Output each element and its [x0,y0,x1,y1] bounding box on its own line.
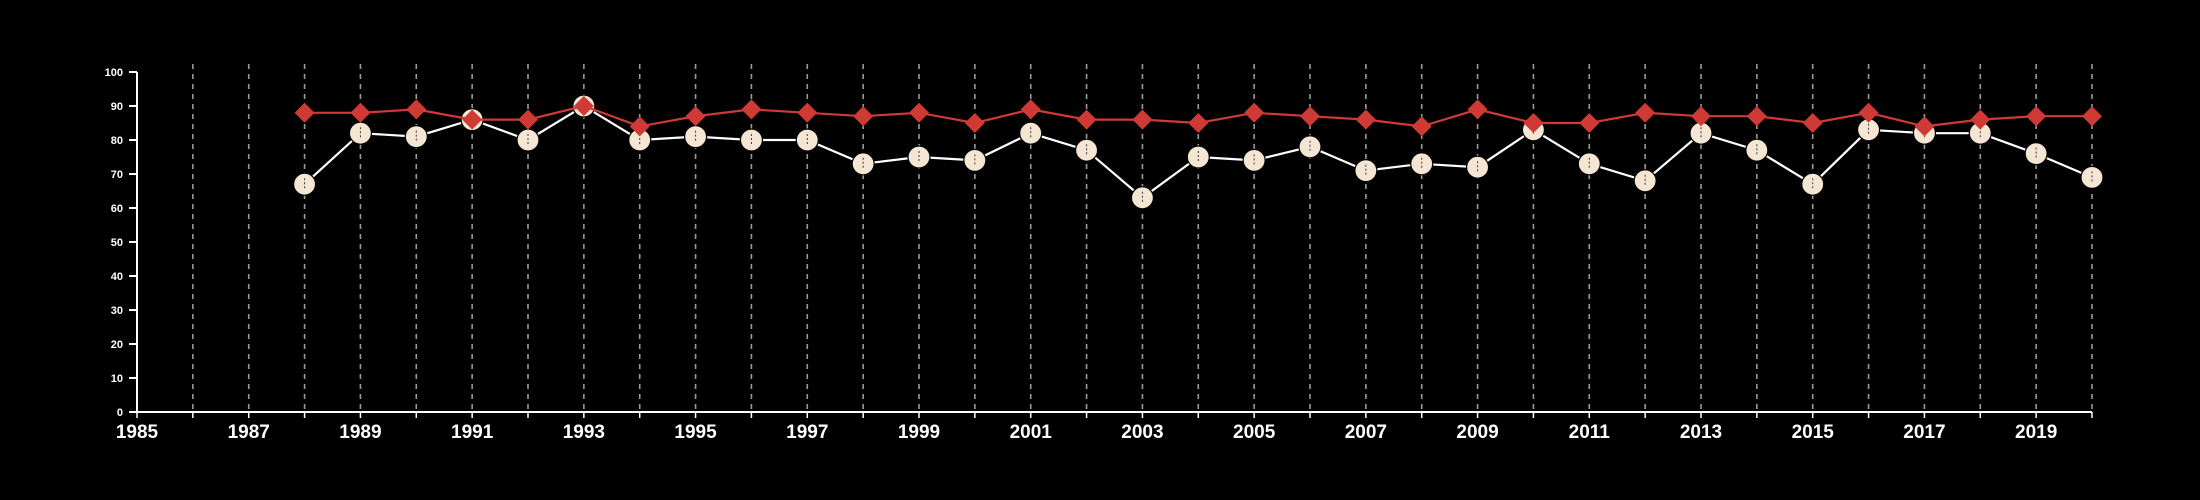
y-tick-label: 20 [111,339,123,351]
data-point-diamond [1523,113,1544,133]
data-point-diamond [1411,116,1432,137]
gridlines [192,64,2093,412]
x-tick-label: 1997 [786,422,828,443]
x-tick-label: 1985 [116,422,159,443]
x-tick-label: 2005 [1233,422,1276,443]
series-circle [292,94,2104,210]
data-point-diamond [1746,106,1767,127]
y-tick-label: 10 [111,373,123,385]
x-tick-label: 1991 [451,422,494,443]
series-diamond [294,96,2102,137]
x-tick-label: 1987 [228,422,270,443]
x-tick-label: 1993 [563,422,605,443]
y-tick-label: 60 [111,203,123,215]
data-point-diamond [629,116,650,137]
data-point-diamond [518,109,538,130]
y-tick-label: 70 [111,169,123,181]
data-point-diamond [1635,102,1656,123]
data-point-diamond [1970,109,1991,130]
data-point-diamond [1300,106,1320,127]
data-point-diamond [1355,109,1376,130]
data-point-diamond [2026,106,2047,127]
data-point-diamond [853,106,874,127]
data-point-diamond [350,102,371,123]
y-tick-label: 40 [111,271,123,283]
data-point-diamond [1858,102,1879,123]
data-point-diamond [741,99,762,120]
data-point-diamond [294,102,315,123]
data-point-diamond [1579,113,1600,133]
data-point-diamond [1188,113,1209,133]
data-point-diamond [1020,99,1041,120]
y-tick-label: 80 [111,135,123,147]
x-tick-label: 2009 [1456,422,1498,443]
x-tick-label: 1995 [674,422,717,443]
x-tick-label: 2001 [1010,422,1053,443]
data-point-diamond [1467,99,1488,120]
x-tick-label: 1999 [898,422,940,443]
y-tick-label: 30 [111,305,123,317]
axes: 0 10 20 30 40 50 60 70 80 90 100 1985 1987 1989 1991 19… [105,67,2093,443]
data-point-diamond [1244,102,1265,123]
data-point-diamond [2082,106,2102,127]
data-point-diamond [1076,109,1097,130]
x-tick-label: 2019 [2015,422,2057,443]
data-point-diamond [797,102,818,123]
x-tick-label: 2015 [1792,422,1835,443]
y-tick-label: 0 [117,407,123,419]
x-tick-label: 2013 [1680,422,1722,443]
x-tick-label: 2007 [1345,422,1387,443]
x-tick-label: 2003 [1121,422,1163,443]
data-point-diamond [1914,116,1935,137]
series-group [292,94,2104,210]
x-tick-label: 2011 [1569,422,1611,443]
data-point-diamond [1132,109,1153,130]
data-point-diamond [909,102,929,123]
data-point-diamond [1802,113,1823,133]
data-point-diamond [406,99,427,120]
y-tick-label: 90 [111,101,123,113]
y-tick-label: 50 [111,237,123,249]
data-point-diamond [573,96,594,116]
data-point-diamond [964,113,985,133]
data-point-diamond [462,109,483,130]
data-point-diamond [685,106,706,127]
data-point-diamond [1691,106,1711,127]
y-tick-label: 100 [105,67,123,79]
x-tick-label: 1989 [339,422,381,443]
x-tick-label: 2017 [1903,422,1945,443]
